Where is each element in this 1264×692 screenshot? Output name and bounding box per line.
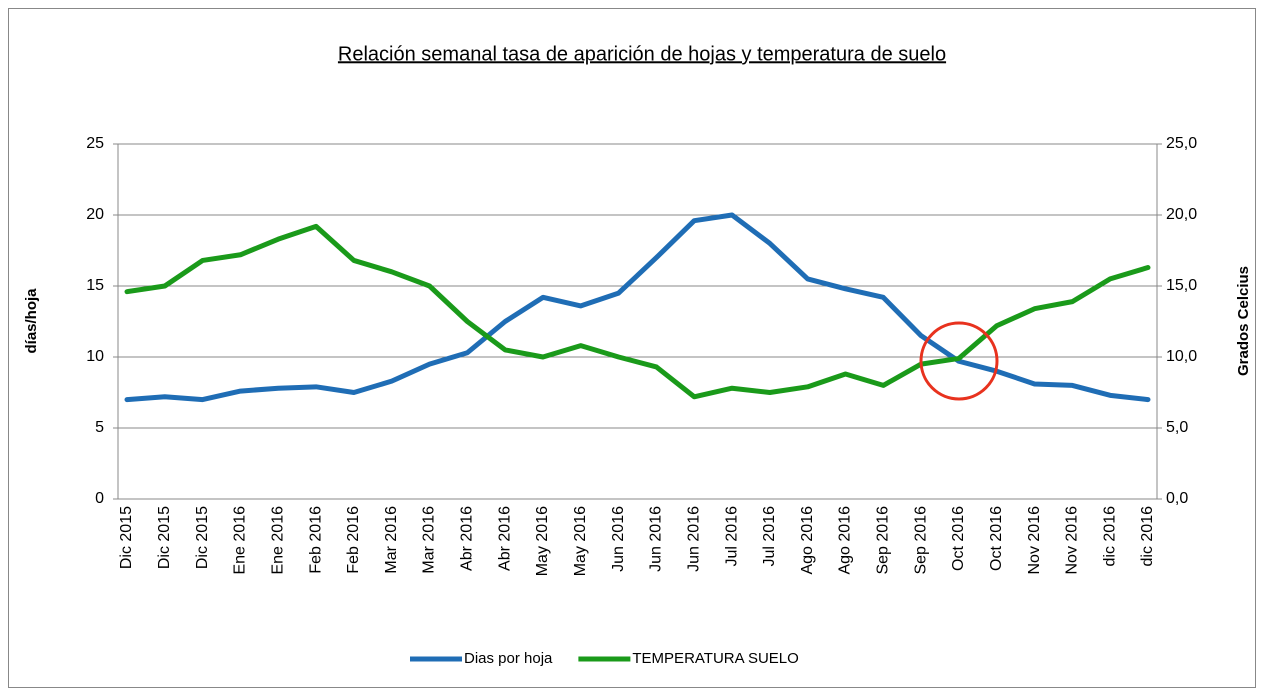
x-tick-label: Ago 2016	[837, 506, 854, 575]
y-axis-title: días/hoja	[23, 288, 40, 354]
y-tick-label: 15	[86, 277, 104, 294]
x-tick-label: Oct 2016	[988, 506, 1005, 571]
y-tick-label: 0	[95, 490, 104, 507]
x-tick-label: Dic 2015	[194, 506, 211, 569]
x-tick-label: dic 2016	[1139, 506, 1156, 567]
x-tick-label: Dic 2015	[156, 506, 173, 569]
x-tick-label: Sep 2016	[875, 506, 892, 575]
x-tick-label: Sep 2016	[912, 506, 929, 575]
highlight-circle	[919, 321, 999, 401]
x-tick-label: Feb 2016	[307, 506, 324, 574]
x-tick-label: Abr 2016	[496, 506, 513, 571]
y2-tick-label: 0,0	[1166, 490, 1188, 507]
x-tick-label: Jun 2016	[648, 506, 665, 572]
legend-label: Dias por hoja	[464, 650, 553, 667]
x-tick-label: Ago 2016	[799, 506, 816, 575]
x-tick-label: Nov 2016	[1026, 506, 1043, 575]
x-tick-label: Mar 2016	[421, 506, 438, 574]
y-tick-label: 25	[86, 135, 104, 152]
x-tick-label: May 2016	[534, 506, 551, 576]
x-tick-label: Mar 2016	[383, 506, 400, 574]
y2-tick-label: 10,0	[1166, 348, 1197, 365]
data-line	[124, 223, 1151, 400]
x-tick-label: dic 2016	[1101, 506, 1118, 567]
x-tick-label: Jun 2016	[610, 506, 627, 572]
y2-axis-title: Grados Celcius	[1235, 266, 1252, 376]
x-tick-label: Nov 2016	[1064, 506, 1081, 575]
x-tick-label: Ene 2016	[269, 506, 286, 575]
chart-title: Relación semanal tasa de aparición de ho…	[338, 43, 946, 65]
x-tick-label: Oct 2016	[950, 506, 967, 571]
chart-border	[8, 8, 1256, 688]
data-line	[124, 212, 1151, 403]
y2-tick-label: 20,0	[1166, 206, 1197, 223]
x-tick-label: May 2016	[572, 506, 589, 576]
x-tick-label: Abr 2016	[459, 506, 476, 571]
y-tick-label: 10	[86, 348, 104, 365]
y-tick-label: 5	[95, 419, 104, 436]
x-tick-label: Dic 2015	[118, 506, 135, 569]
x-tick-label: Ene 2016	[232, 506, 249, 575]
legend-label: TEMPERATURA SUELO	[632, 650, 798, 667]
y2-tick-label: 15,0	[1166, 277, 1197, 294]
y2-tick-label: 25,0	[1166, 135, 1197, 152]
x-tick-label: Feb 2016	[345, 506, 362, 574]
x-tick-label: Jun 2016	[685, 506, 702, 572]
x-tick-label: Jul 2016	[761, 506, 778, 567]
y-tick-label: 20	[86, 206, 104, 223]
y2-tick-label: 5,0	[1166, 419, 1188, 436]
x-tick-label: Jul 2016	[723, 506, 740, 567]
